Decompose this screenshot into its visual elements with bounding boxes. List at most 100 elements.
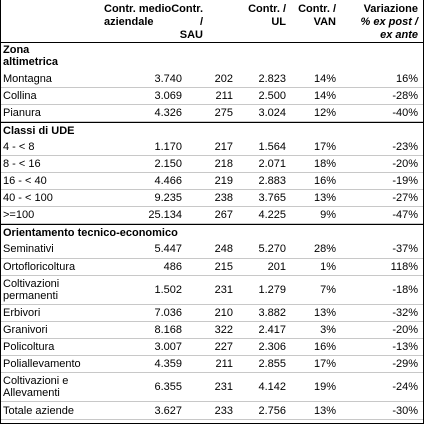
cell-c5: -47% <box>392 209 418 221</box>
cell-c5: -18% <box>392 284 418 296</box>
cell-c1: 486 <box>163 261 182 273</box>
cell-c1: 3.007 <box>154 341 182 353</box>
cell-c5: -40% <box>392 107 418 119</box>
cell-c3: 2.756 <box>258 404 286 417</box>
cell-c1: 4.359 <box>154 358 182 370</box>
cell-c1: 6.355 <box>154 381 182 393</box>
cell-c4: 16% <box>313 341 336 353</box>
row-label: Coltivazioni permanenti <box>3 278 60 302</box>
cell-c5: -20% <box>392 324 418 336</box>
cell-c5: -13% <box>392 341 418 353</box>
row-label: Policoltura <box>3 341 55 353</box>
cell-c4: 16% <box>313 175 336 187</box>
row-label: Erbivori <box>3 307 41 319</box>
cell-c2: 227 <box>214 341 233 353</box>
row-label: Montagna <box>3 72 52 85</box>
table-row: Policoltura 3.007 227 2.306 16% -13% <box>0 339 424 356</box>
cell-c3: 2.823 <box>258 72 286 85</box>
table-row: Ortofloricoltura 486 215 201 1% 118% <box>0 259 424 276</box>
row-label: 16 - < 40 <box>3 175 47 187</box>
cell-c2: 215 <box>214 261 233 273</box>
table-row: Granivori 8.168 322 2.417 3% -20% <box>0 322 424 339</box>
cell-c4: 3% <box>320 324 336 336</box>
section-title: Zona altimetrica <box>3 44 59 68</box>
cell-c2: 202 <box>214 72 233 85</box>
cell-c1: 3.740 <box>154 72 182 85</box>
row-label: 40 - < 100 <box>3 192 53 204</box>
cell-c2: 248 <box>214 243 233 255</box>
cell-c4: 17% <box>313 358 336 370</box>
cell-c5: -19% <box>392 175 418 187</box>
cell-c5: -28% <box>392 90 418 102</box>
row-label: Coltivazioni e Allevamenti <box>3 375 69 399</box>
row-label: 8 - < 16 <box>3 158 41 170</box>
cell-c3: 2.855 <box>258 358 286 370</box>
table-row: Totale aziende 3.627 233 2.756 13% -30% <box>0 402 424 420</box>
cell-c2: 233 <box>214 404 233 417</box>
cell-c4: 13% <box>313 307 336 319</box>
cell-c1: 8.168 <box>154 324 182 336</box>
cell-c5: -24% <box>392 381 418 393</box>
cell-c1: 1.170 <box>154 140 182 153</box>
cell-c4: 17% <box>313 140 336 153</box>
cell-c4: 14% <box>313 90 336 102</box>
cell-c1: 4.466 <box>154 175 182 187</box>
header-variazione: Variazione % ex post / ex ante <box>340 3 418 42</box>
table-row: Erbivori 7.036 210 3.882 13% -32% <box>0 305 424 322</box>
section-title: Orientamento tecnico-economico <box>3 227 178 239</box>
cell-c2: 218 <box>214 158 233 170</box>
cell-c2: 275 <box>214 107 233 119</box>
header-contr-medio-aziendale: Contr. medio aziendale <box>104 3 172 28</box>
cell-c1: 5.447 <box>154 243 182 255</box>
row-label: Poliallevamento <box>3 358 81 370</box>
cell-c5: -30% <box>392 404 418 417</box>
section-header: Zona altimetrica <box>0 42 424 70</box>
table-row: Coltivazioni e Allevamenti 6.355 231 4.142 1… <box>0 373 424 402</box>
cell-c3: 2.500 <box>258 90 286 102</box>
cell-c5: -27% <box>392 192 418 204</box>
cell-c3: 4.142 <box>258 381 286 393</box>
table-row: Coltivazioni permanenti 1.502 231 1.279 7% -1… <box>0 276 424 305</box>
cell-c2: 231 <box>214 381 233 393</box>
row-label: Totale aziende <box>3 404 74 417</box>
cell-c2: 211 <box>215 90 233 102</box>
cell-c1: 4.326 <box>154 107 182 119</box>
cell-c5: -29% <box>392 358 418 370</box>
cell-c2: 211 <box>215 358 233 370</box>
cell-c4: 13% <box>313 192 336 204</box>
header-contr-van: Contr. / VAN <box>298 3 336 28</box>
cell-c5: -37% <box>392 243 418 255</box>
row-label: 4 - < 8 <box>3 140 35 153</box>
cell-c3: 2.306 <box>258 341 286 353</box>
cell-c4: 1% <box>320 261 336 273</box>
cell-c2: 231 <box>214 284 233 296</box>
row-label: Seminativi <box>3 243 54 255</box>
cell-c2: 217 <box>214 140 233 153</box>
row-label: Collina <box>3 90 37 102</box>
cell-c5: 118% <box>390 261 418 273</box>
cell-c3: 2.417 <box>258 324 286 336</box>
table-row: 4 - < 8 1.170 217 1.564 17% -23% <box>0 138 424 156</box>
cell-c3: 2.071 <box>258 158 286 170</box>
table-row: Poliallevamento 4.359 211 2.855 17% -29% <box>0 356 424 373</box>
cell-c2: 267 <box>214 209 233 221</box>
cell-c1: 9.235 <box>154 192 182 204</box>
cell-c2: 238 <box>214 192 233 204</box>
cell-c2: 322 <box>214 324 233 336</box>
cell-c5: 16% <box>395 72 418 85</box>
table-row: 16 - < 40 4.466 219 2.883 16% -19% <box>0 173 424 190</box>
cell-c4: 28% <box>313 243 336 255</box>
cell-c3: 201 <box>267 261 286 273</box>
table-row: Montagna 3.740 202 2.823 14% 16% <box>0 70 424 88</box>
header-variazione-line2: % ex post / <box>360 16 418 28</box>
header-contr-ul: Contr. / UL <box>248 3 286 28</box>
cell-c5: -32% <box>392 307 418 319</box>
section-header: Orientamento tecnico-economico <box>0 224 424 241</box>
cell-c1: 7.036 <box>154 307 182 319</box>
cell-c4: 18% <box>313 158 336 170</box>
cell-c3: 4.225 <box>258 209 286 221</box>
cell-c4: 13% <box>313 404 336 417</box>
cell-c4: 9% <box>320 209 336 221</box>
header-variazione-line1: Variazione <box>363 3 418 15</box>
